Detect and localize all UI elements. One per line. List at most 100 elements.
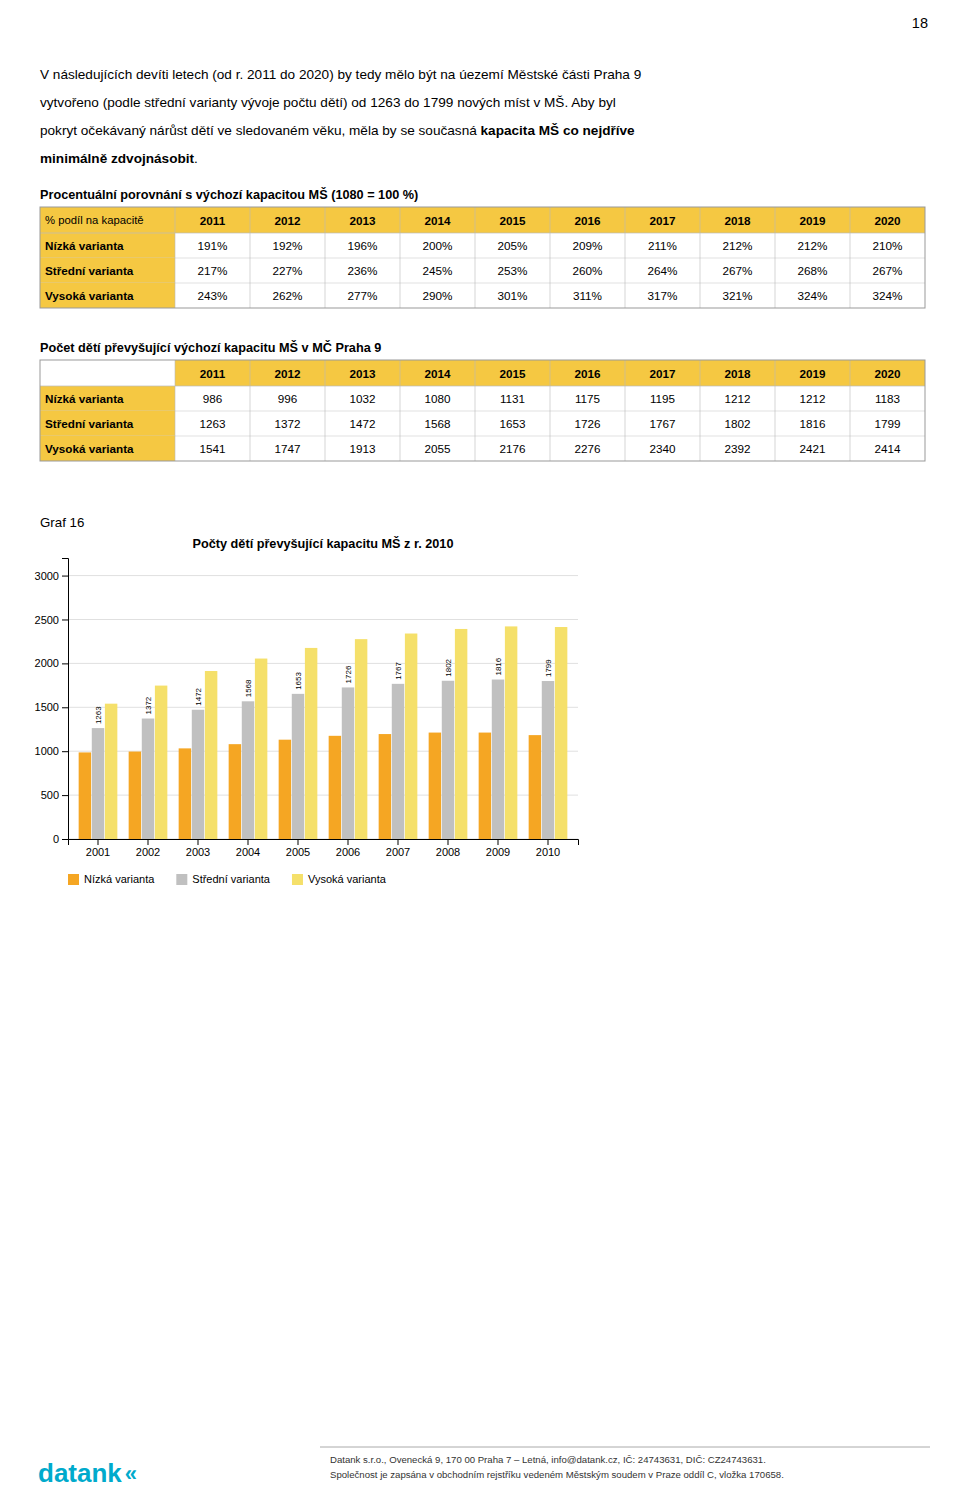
table-row-label: Vysoká varianta <box>45 289 134 302</box>
y-tick-label: 2000 <box>35 657 59 669</box>
table-cell: 986 <box>203 392 223 405</box>
table-column-header: 2011 <box>200 214 226 227</box>
table-cell: 267% <box>873 264 903 277</box>
body-text: . <box>194 151 198 166</box>
y-tick: 1500 <box>35 701 68 713</box>
table-cell: 2055 <box>424 442 451 455</box>
bar <box>542 681 554 839</box>
table-cell: 1799 <box>874 417 900 430</box>
table-cell: 1175 <box>575 392 601 405</box>
table-rule <box>700 360 701 461</box>
table-cell: 1747 <box>274 442 300 455</box>
legend-label: Vysoká varianta <box>308 873 387 885</box>
table-row-label: Vysoká varianta <box>45 442 134 455</box>
data-labels: 1263137214721568165317261767180218161799 <box>94 657 553 724</box>
table-column-header: 2016 <box>574 367 601 380</box>
bar <box>429 733 441 839</box>
data-label: 1802 <box>444 658 453 676</box>
table-cell: 1726 <box>574 417 600 430</box>
table-cell: 267% <box>723 264 753 277</box>
y-tick: 1000 <box>35 745 68 757</box>
table-cell: 996 <box>278 392 298 405</box>
table-rule <box>625 360 626 461</box>
legend-item: Vysoká varianta <box>292 873 387 885</box>
table-cell: 227% <box>273 264 303 277</box>
bar <box>305 648 317 839</box>
data-label: 1767 <box>394 661 403 679</box>
x-tick-label: 2007 <box>386 846 410 858</box>
table-cell: 1212 <box>724 392 750 405</box>
bar <box>455 629 467 839</box>
x-tick-label: 2004 <box>236 846 260 858</box>
table-row-label-bg <box>40 258 175 283</box>
body-line: vytvořeno (podle střední varianty vývoje… <box>40 95 616 110</box>
table-column-header: 2018 <box>724 367 751 380</box>
table-cell: 324% <box>798 289 828 302</box>
data-label: 1263 <box>94 706 103 724</box>
x-tick-label: 2001 <box>86 846 110 858</box>
figure-label: Graf 16 <box>40 515 84 530</box>
bar-series <box>105 626 567 839</box>
y-tick-mark <box>62 619 68 620</box>
bar <box>129 752 141 839</box>
table-cell: 317% <box>648 289 678 302</box>
table-cell: 1472 <box>349 417 375 430</box>
table-border <box>40 360 925 461</box>
table-cell: 1802 <box>724 417 750 430</box>
y-tick: 2500 <box>35 613 68 625</box>
table-cell: 1131 <box>500 392 525 405</box>
x-tick-label: 2009 <box>486 846 510 858</box>
body-text: vytvořeno (podle střední varianty vývoje… <box>40 95 616 110</box>
table-column-header: 2020 <box>874 214 901 227</box>
table-row-label: Nízká varianta <box>45 239 124 252</box>
table: Procentuální porovnání s výchozí kapacit… <box>40 187 925 308</box>
x-tick-mark <box>98 839 99 845</box>
table-cell: 212% <box>798 239 828 252</box>
table-cell: 290% <box>423 289 453 302</box>
legend-item: Nízká varianta <box>68 873 155 885</box>
data-label: 1472 <box>194 687 203 705</box>
table-rule <box>325 360 326 461</box>
footer-text: Společnost je zapsána v obchodním rejstř… <box>330 1469 784 1480</box>
bar <box>155 686 167 839</box>
table-header-label: % podíl na kapacitě <box>45 214 144 226</box>
y-axis: 0 500 1000 1500 2000 2500 3000 <box>35 559 69 846</box>
x-tick: 2004 <box>236 839 260 858</box>
table-cell: 1568 <box>424 417 450 430</box>
table-column-header: 2015 <box>499 367 526 380</box>
x-tick: 2008 <box>436 839 460 858</box>
x-tick-label: 2010 <box>536 846 560 858</box>
table-cell: 211% <box>648 239 677 252</box>
bar <box>142 719 154 839</box>
table-title: Počet dětí převyšující výchozí kapacitu … <box>40 340 381 355</box>
table-rule <box>400 360 401 461</box>
table-rule <box>175 207 176 308</box>
bar <box>279 740 291 839</box>
table-cell: 209% <box>573 239 603 252</box>
table-rule <box>550 207 551 308</box>
x-tick-mark <box>348 839 349 845</box>
table-column-header: 2016 <box>574 214 601 227</box>
data-label: 1726 <box>344 665 353 683</box>
y-axis-line <box>62 559 69 840</box>
x-tick: 2003 <box>186 839 210 858</box>
x-tick-label: 2008 <box>436 846 460 858</box>
y-tick: 3000 <box>35 570 68 582</box>
y-tick: 2000 <box>35 657 68 669</box>
bar <box>179 748 191 839</box>
bar <box>292 694 304 839</box>
y-tick: 500 <box>41 789 68 801</box>
legend-label: Střední varianta <box>192 873 271 885</box>
table-title: Procentuální porovnání s výchozí kapacit… <box>40 187 418 202</box>
x-tick-mark <box>498 839 499 845</box>
table-cell: 191% <box>198 239 228 252</box>
table-cell: 1080 <box>424 392 451 405</box>
chart: Počty dětí převyšující kapacitu MŠ z r. … <box>35 536 579 885</box>
bar <box>242 701 254 839</box>
bar <box>329 736 341 839</box>
table-cell: 1767 <box>649 417 675 430</box>
table-row-label-bg <box>40 386 175 411</box>
table-column-header: 2014 <box>424 367 451 380</box>
y-tick: 0 <box>53 833 68 845</box>
table-cell: 1183 <box>875 392 900 405</box>
